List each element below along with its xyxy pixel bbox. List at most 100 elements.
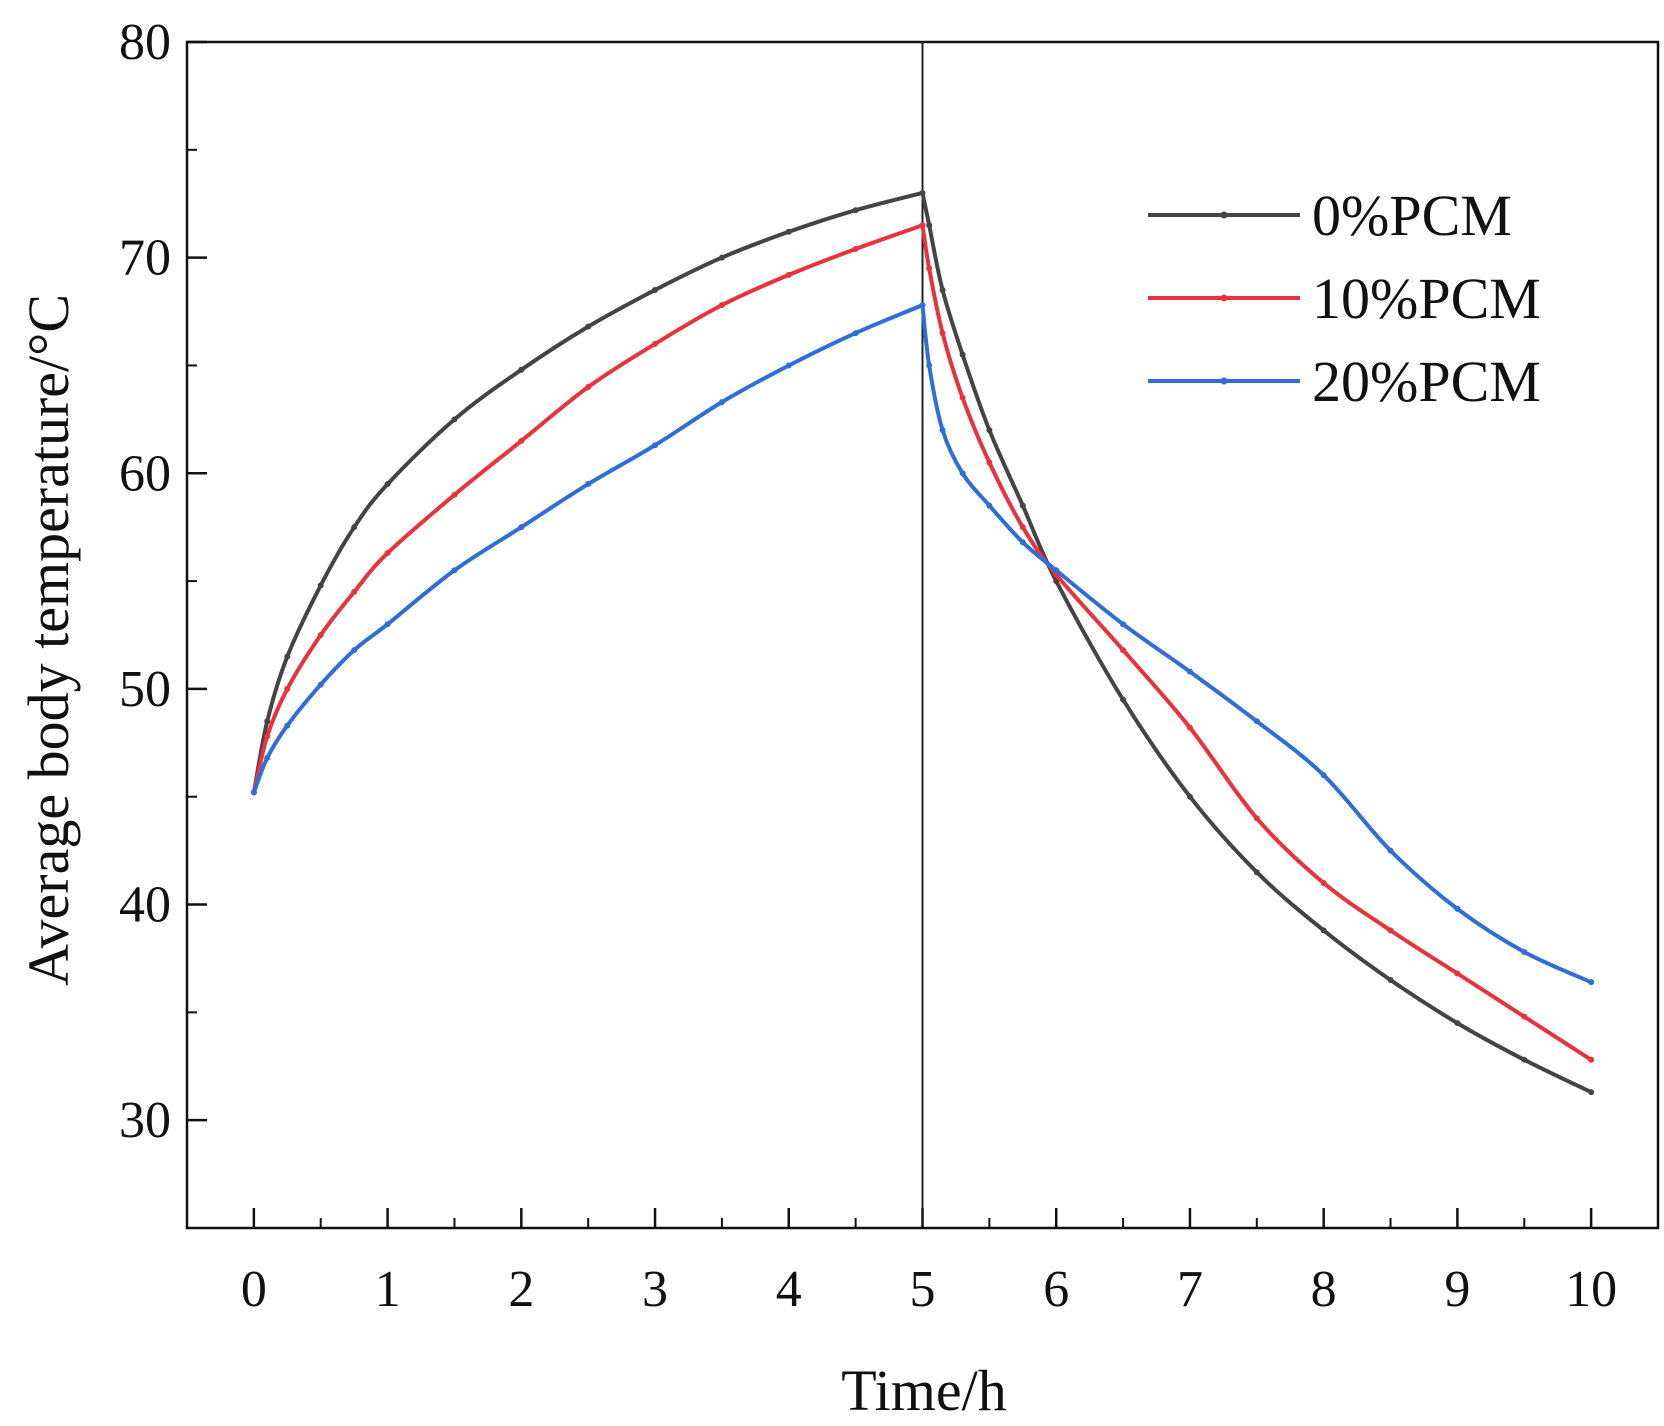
data-point: [264, 754, 271, 761]
data-point: [351, 647, 358, 654]
data-point: [451, 567, 458, 574]
data-point: [852, 330, 859, 337]
data-point: [351, 588, 358, 595]
data-point: [785, 228, 792, 235]
data-point: [1053, 567, 1060, 574]
legend-label-10pct-pcm: 10%PCM: [1312, 266, 1541, 331]
data-point: [284, 653, 291, 660]
data-point: [986, 502, 993, 509]
data-point: [1186, 724, 1193, 731]
data-point: [585, 481, 592, 488]
data-point: [926, 362, 933, 369]
data-point: [518, 366, 525, 373]
data-point: [852, 207, 859, 214]
data-point: [939, 286, 946, 293]
data-point: [1521, 1013, 1528, 1020]
x-axis-ticks: 0 1 2 3 4 5 6 7 8 9 10: [241, 1208, 1617, 1318]
data-point: [1120, 621, 1127, 628]
y-tick-label: 70: [119, 230, 171, 287]
data-point: [284, 722, 291, 729]
data-point: [1320, 879, 1327, 886]
legend: 0%PCM 10%PCM 20%PCM: [1148, 183, 1541, 414]
y-tick-label: 30: [119, 1092, 171, 1149]
data-point: [718, 302, 725, 309]
series-layer: [250, 189, 1595, 1096]
data-point: [1387, 977, 1394, 984]
data-point: [1521, 948, 1528, 955]
data-point: [317, 681, 324, 688]
data-point: [652, 442, 659, 449]
y-axis-label: Average body temperature/°C: [16, 294, 81, 986]
series-line-20pct-pcm-cooling: [920, 304, 1592, 985]
data-point: [351, 524, 358, 531]
data-point: [284, 685, 291, 692]
data-point: [451, 416, 458, 423]
data-point: [785, 271, 792, 278]
data-point: [1019, 524, 1026, 531]
data-point: [250, 789, 257, 796]
series-10pct-pcm: [250, 222, 1595, 1063]
data-point: [1120, 647, 1127, 654]
data-point: [1521, 1056, 1528, 1063]
data-point: [585, 323, 592, 330]
legend-marker: [1220, 211, 1228, 219]
data-point: [451, 491, 458, 498]
x-tick-label: 5: [910, 1261, 936, 1318]
data-point: [1186, 668, 1193, 675]
legend-label-0pct-pcm: 0%PCM: [1312, 183, 1512, 248]
data-point: [959, 470, 966, 477]
legend-marker: [1220, 377, 1228, 385]
x-axis-label: Time/h: [841, 1358, 1006, 1423]
data-point: [1253, 869, 1260, 876]
data-point: [317, 632, 324, 638]
data-point: [718, 254, 725, 261]
series-line-0pct-pcm-heating: [251, 190, 924, 793]
data-point: [1588, 1089, 1595, 1096]
x-tick-label: 1: [375, 1261, 401, 1318]
data-point: [384, 621, 391, 628]
series-0pct-pcm: [250, 189, 1595, 1096]
data-point: [939, 330, 946, 337]
data-point: [1387, 847, 1394, 854]
data-point: [926, 265, 933, 272]
data-point: [959, 351, 966, 358]
x-tick-label: 2: [508, 1261, 534, 1318]
x-tick-label: 3: [642, 1261, 668, 1318]
data-point: [959, 394, 966, 401]
x-tick-label: 0: [241, 1261, 267, 1318]
data-point: [264, 718, 271, 725]
data-point: [986, 427, 993, 434]
y-tick-label: 40: [119, 877, 171, 934]
data-point: [1454, 1020, 1461, 1027]
data-point: [384, 550, 391, 557]
data-point: [1186, 793, 1193, 800]
data-point: [1320, 772, 1327, 779]
data-point: [939, 427, 946, 434]
data-point: [919, 302, 926, 309]
data-point: [652, 340, 659, 347]
x-tick-label: 6: [1043, 1261, 1069, 1318]
data-point: [1053, 578, 1060, 585]
x-tick-label: 9: [1444, 1261, 1470, 1318]
data-point: [1320, 927, 1327, 934]
x-tick-label: 7: [1177, 1261, 1203, 1318]
data-point: [852, 246, 859, 253]
data-point: [1454, 905, 1461, 912]
data-point: [986, 459, 993, 466]
data-point: [264, 733, 271, 740]
data-point: [585, 384, 592, 391]
data-point: [919, 222, 926, 229]
x-tick-label: 8: [1311, 1261, 1337, 1318]
y-tick-label: 50: [119, 661, 171, 718]
data-point: [1588, 1056, 1595, 1063]
data-point: [317, 582, 324, 589]
data-point: [718, 399, 725, 406]
x-tick-label: 4: [776, 1261, 802, 1318]
data-point: [1120, 696, 1127, 703]
data-point: [1253, 815, 1260, 822]
y-tick-label: 80: [119, 14, 171, 71]
series-line-20pct-pcm-heating: [252, 303, 924, 794]
data-point: [926, 222, 933, 229]
data-point: [1019, 502, 1026, 509]
